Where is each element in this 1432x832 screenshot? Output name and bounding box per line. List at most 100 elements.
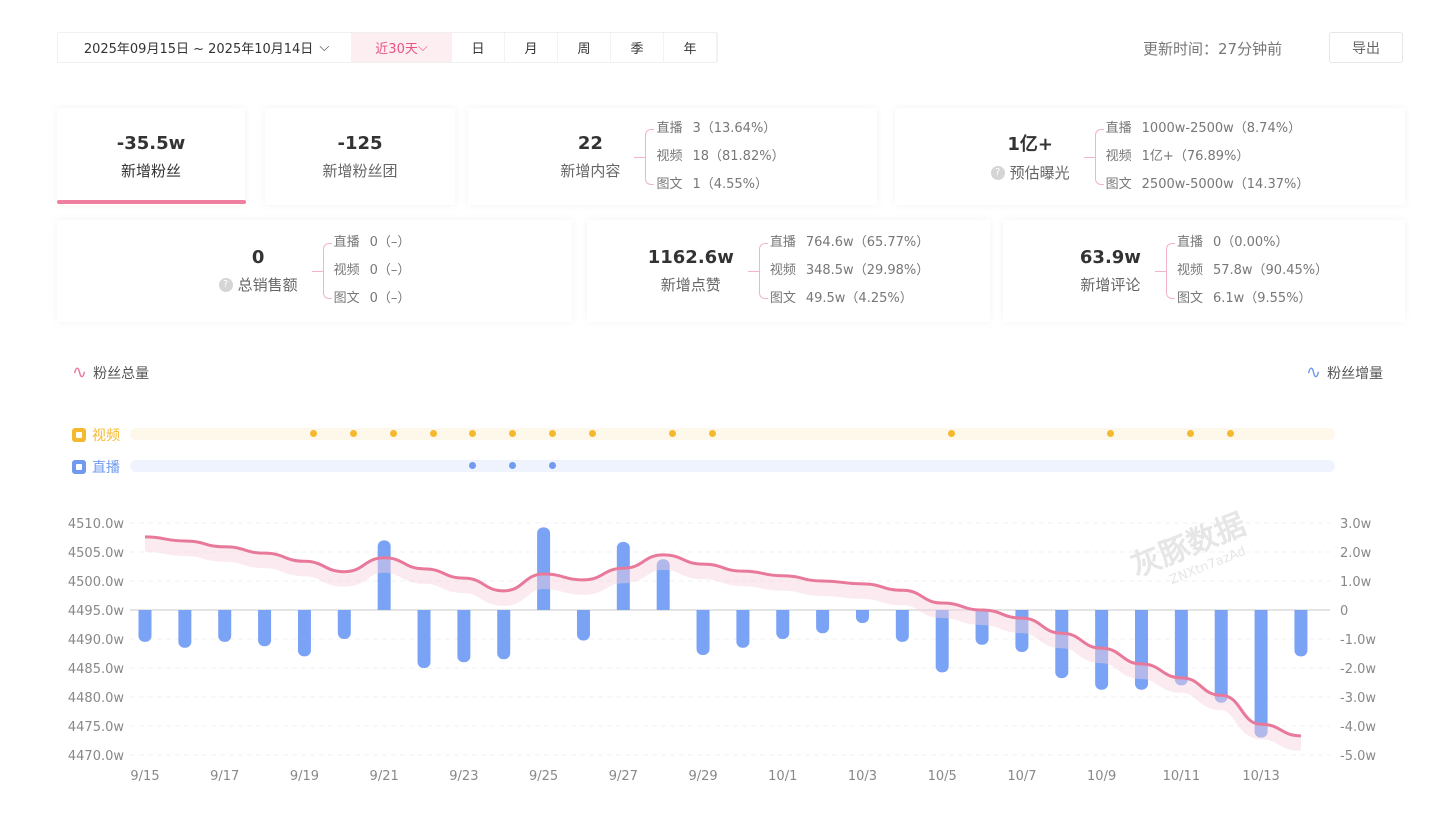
card-new-comments[interactable]: 63.9w 新增评论 直播 0（0.00%） 视频 57.8w（90.45%） 图文 6.1w… bbox=[1003, 220, 1405, 322]
card-estimated-exposure[interactable]: 1亿+? 预估曝光 直播 1000w-2500w（8.74%） 视频 1亿+（76.89%… bbox=[895, 108, 1405, 205]
bar-base bbox=[377, 604, 391, 610]
breakdown-row: 视频 0（–） bbox=[333, 263, 411, 278]
card-new-fans[interactable]: -35.5w 新增粉丝 bbox=[57, 108, 245, 205]
legend-fans-increase[interactable]: ∿ 粉丝增量 bbox=[1306, 362, 1384, 383]
brace-connector bbox=[311, 238, 334, 304]
x-axis-tick: 10/11 bbox=[1163, 769, 1200, 784]
tab-quarter[interactable]: 季 bbox=[611, 33, 664, 62]
bar-fans-increase bbox=[776, 610, 790, 639]
legend-fans-total[interactable]: ∿ 粉丝总量 bbox=[72, 362, 150, 383]
x-axis-tick: 10/5 bbox=[928, 769, 957, 784]
video-post-dot[interactable] bbox=[947, 430, 955, 437]
tab-day[interactable]: 日 bbox=[452, 33, 505, 62]
video-post-dot[interactable] bbox=[708, 430, 716, 437]
line-fans-total bbox=[144, 535, 1301, 738]
card-value: 0 bbox=[251, 247, 265, 268]
bar-base bbox=[297, 610, 311, 616]
x-axis-tick: 10/1 bbox=[768, 769, 797, 784]
date-range-picker[interactable]: 2025年09月15日 ~ 2025年10月14日 ⌵ bbox=[58, 33, 352, 62]
right-axis-tick: -3.0w bbox=[1340, 691, 1376, 706]
brace-connector bbox=[634, 124, 656, 190]
bar-fans-increase bbox=[895, 610, 909, 642]
video-post-dot[interactable] bbox=[668, 430, 676, 437]
card-label: 新增粉丝团 bbox=[322, 161, 398, 180]
video-post-dot[interactable] bbox=[509, 430, 517, 437]
bar-base bbox=[178, 610, 192, 616]
bar-fans-increase bbox=[616, 541, 630, 610]
bar-base bbox=[1214, 610, 1228, 616]
help-icon[interactable]: ? bbox=[990, 165, 1005, 180]
breakdown-row: 直播 764.6w（65.77%） bbox=[769, 235, 930, 250]
bar-base bbox=[736, 610, 750, 616]
live-session-dot[interactable] bbox=[549, 462, 557, 469]
card-label: 新增内容 bbox=[560, 161, 621, 180]
x-axis-tick: 10/3 bbox=[848, 769, 877, 784]
bar-fans-increase bbox=[1294, 610, 1308, 657]
x-axis-tick: 9/17 bbox=[210, 769, 239, 784]
video-post-dot[interactable] bbox=[1186, 430, 1194, 437]
card-label: 预估曝光 bbox=[1009, 164, 1070, 182]
live-session-dot[interactable] bbox=[469, 462, 477, 469]
card-value: 22 bbox=[577, 132, 603, 154]
bar-fans-increase bbox=[1095, 610, 1109, 690]
bar-fans-increase bbox=[178, 610, 192, 648]
left-axis-tick: 4475.0w bbox=[68, 720, 124, 735]
breakdown-row: 视频 57.8w（90.45%） bbox=[1176, 263, 1329, 278]
bar-base bbox=[816, 610, 830, 616]
card-new-likes[interactable]: 1162.6w 新增点赞 直播 764.6w（65.77%） 视频 348.5w（29.9… bbox=[587, 220, 990, 322]
tab-year[interactable]: 年 bbox=[664, 33, 717, 62]
bar-base bbox=[696, 610, 710, 616]
video-post-dot[interactable] bbox=[429, 430, 437, 437]
tab-week[interactable]: 周 bbox=[558, 33, 611, 62]
bar-base bbox=[258, 610, 272, 616]
breakdown-row: 视频 348.5w（29.98%） bbox=[769, 263, 930, 278]
bar-base bbox=[457, 610, 471, 616]
x-axis-tick: 10/9 bbox=[1087, 769, 1116, 784]
bar-base bbox=[776, 610, 790, 616]
video-post-dot[interactable] bbox=[549, 430, 557, 437]
bar-fans-increase bbox=[497, 610, 511, 660]
card-new-fan-club[interactable]: -125 新增粉丝团 bbox=[265, 108, 455, 205]
left-axis-tick: 4495.0w bbox=[68, 604, 124, 619]
breakdown-row: 直播 0（0.00%） bbox=[1176, 235, 1289, 250]
update-time: 更新时间：27分钟前 bbox=[1143, 40, 1283, 58]
video-post-dot[interactable] bbox=[588, 430, 596, 437]
card-total-sales[interactable]: 0? 总销售额 直播 0（–） 视频 0（–） 图文 0（–） bbox=[57, 220, 572, 322]
bar-fans-increase bbox=[1174, 610, 1188, 686]
live-session-dot[interactable] bbox=[509, 462, 517, 469]
bar-fans-increase bbox=[297, 610, 311, 657]
video-post-dot[interactable] bbox=[349, 430, 357, 437]
chevron-down-icon: ⌵ bbox=[319, 40, 330, 55]
video-post-dot[interactable] bbox=[309, 430, 317, 437]
help-icon[interactable]: ? bbox=[218, 277, 233, 292]
card-new-content[interactable]: 22 新增内容 直播 3（13.64%） 视频 18（81.82%） 图文 1（4.55%） bbox=[468, 108, 877, 205]
video-post-dot[interactable] bbox=[469, 430, 477, 437]
bar-fans-increase bbox=[138, 610, 152, 642]
chevron-down-icon: ⌵ bbox=[417, 40, 428, 55]
bar-base bbox=[1254, 610, 1268, 616]
left-axis-tick: 4505.0w bbox=[68, 546, 124, 561]
video-icon bbox=[72, 428, 86, 442]
right-axis-tick: -5.0w bbox=[1340, 749, 1376, 764]
video-post-dot[interactable] bbox=[1226, 430, 1234, 437]
brace-connector bbox=[1083, 124, 1106, 190]
right-axis-tick: 2.0w bbox=[1340, 546, 1372, 561]
card-label: 新增评论 bbox=[1080, 276, 1141, 294]
bar-fans-increase bbox=[1135, 610, 1148, 690]
bar-base bbox=[218, 610, 232, 616]
bar-base bbox=[1294, 610, 1308, 616]
bar-base bbox=[138, 610, 152, 616]
tab-month[interactable]: 月 bbox=[505, 33, 558, 62]
video-post-dot[interactable] bbox=[1107, 430, 1115, 437]
bar-fans-increase bbox=[417, 610, 431, 668]
x-axis-tick: 10/13 bbox=[1242, 769, 1279, 784]
bar-fans-increase bbox=[696, 610, 710, 655]
video-post-dot[interactable] bbox=[389, 430, 397, 437]
bar-base bbox=[1055, 610, 1069, 616]
breakdown-row: 视频 1亿+（76.89%） bbox=[1105, 148, 1250, 164]
tab-last-30-days[interactable]: 近30天 ⌵ bbox=[352, 33, 452, 62]
bar-fans-increase bbox=[1015, 610, 1029, 653]
bar-fans-increase bbox=[218, 610, 232, 642]
export-button[interactable]: 导出 bbox=[1329, 32, 1403, 63]
